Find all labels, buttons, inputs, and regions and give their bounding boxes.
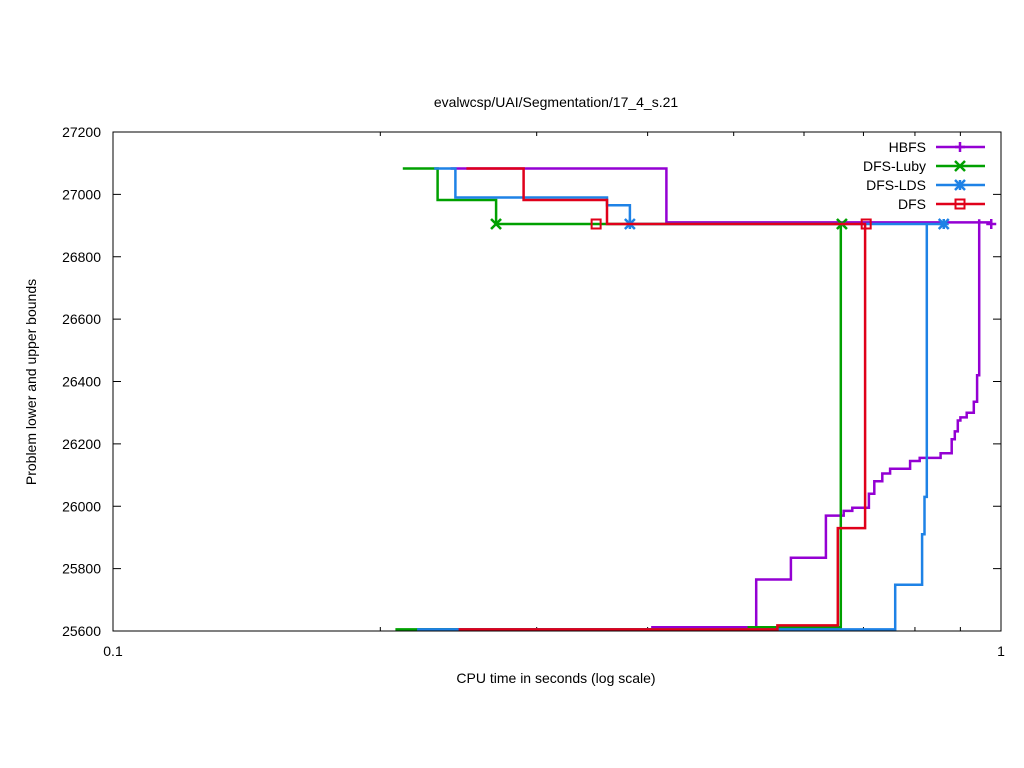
series-hbfs	[417, 167, 997, 631]
y-tick-label: 26200	[62, 436, 101, 452]
chart-title: evalwcsp/UAI/Segmentation/17_4_s.21	[434, 94, 679, 110]
plot-frame	[112, 131, 1002, 632]
legend-entry-hbfs: HBFS	[889, 139, 985, 155]
series-dfs-upper-line	[466, 167, 867, 226]
series-dfs	[458, 167, 872, 631]
legend-label: DFS-LDS	[866, 177, 926, 193]
y-tick-label: 27000	[62, 186, 101, 202]
y-tick-label: 26000	[62, 498, 101, 514]
legend-marker	[955, 142, 965, 152]
legend-label: DFS	[898, 196, 926, 212]
y-axis-label: Problem lower and upper bounds	[23, 279, 39, 485]
series-group	[395, 167, 997, 631]
series-hbfs-point	[986, 219, 997, 230]
series-dfs-lds-point	[937, 218, 950, 230]
legend-label: DFS-Luby	[863, 158, 926, 174]
y-tick-label: 25800	[62, 561, 101, 577]
y-tick-label: 25600	[62, 623, 101, 639]
series-dfs-luby-upper-line	[402, 167, 842, 226]
series-dfs-lds-lower-line	[417, 224, 929, 631]
series-dfs-lds	[417, 167, 950, 631]
series-dfs-luby-lower-line	[395, 224, 843, 631]
x-axis-label: CPU time in seconds (log scale)	[456, 670, 655, 686]
legend-marker	[954, 179, 966, 191]
series-dfs-luby-point	[490, 218, 502, 230]
legend-label: HBFS	[889, 139, 926, 155]
y-tick-label: 26400	[62, 374, 101, 390]
y-tick-label: 27200	[62, 124, 101, 140]
series-hbfs-lower-line	[417, 219, 981, 631]
legend-entry-dfs-lds: DFS-LDS	[866, 177, 985, 193]
legend-marker	[954, 198, 966, 210]
legend: HBFS DFS-Luby DFS-LDS DFS	[863, 139, 985, 212]
legend-entry-dfs-luby: DFS-Luby	[863, 158, 985, 174]
series-dfs-point	[590, 218, 602, 230]
y-tick-label: 26800	[62, 249, 101, 265]
legend-marker	[954, 160, 966, 172]
legend-entry-dfs: DFS	[898, 196, 985, 212]
axis-ticks: 25600 25800 26000 26200 26400 26600 26800 27000…	[62, 124, 1005, 659]
x-tick-label: 0.1	[103, 643, 123, 659]
y-tick-label: 26600	[62, 311, 101, 327]
x-tick-label: 1	[997, 643, 1005, 659]
series-dfs-point	[860, 218, 872, 230]
series-dfs-luby	[395, 167, 848, 631]
series-dfs-lower-line	[458, 224, 867, 631]
